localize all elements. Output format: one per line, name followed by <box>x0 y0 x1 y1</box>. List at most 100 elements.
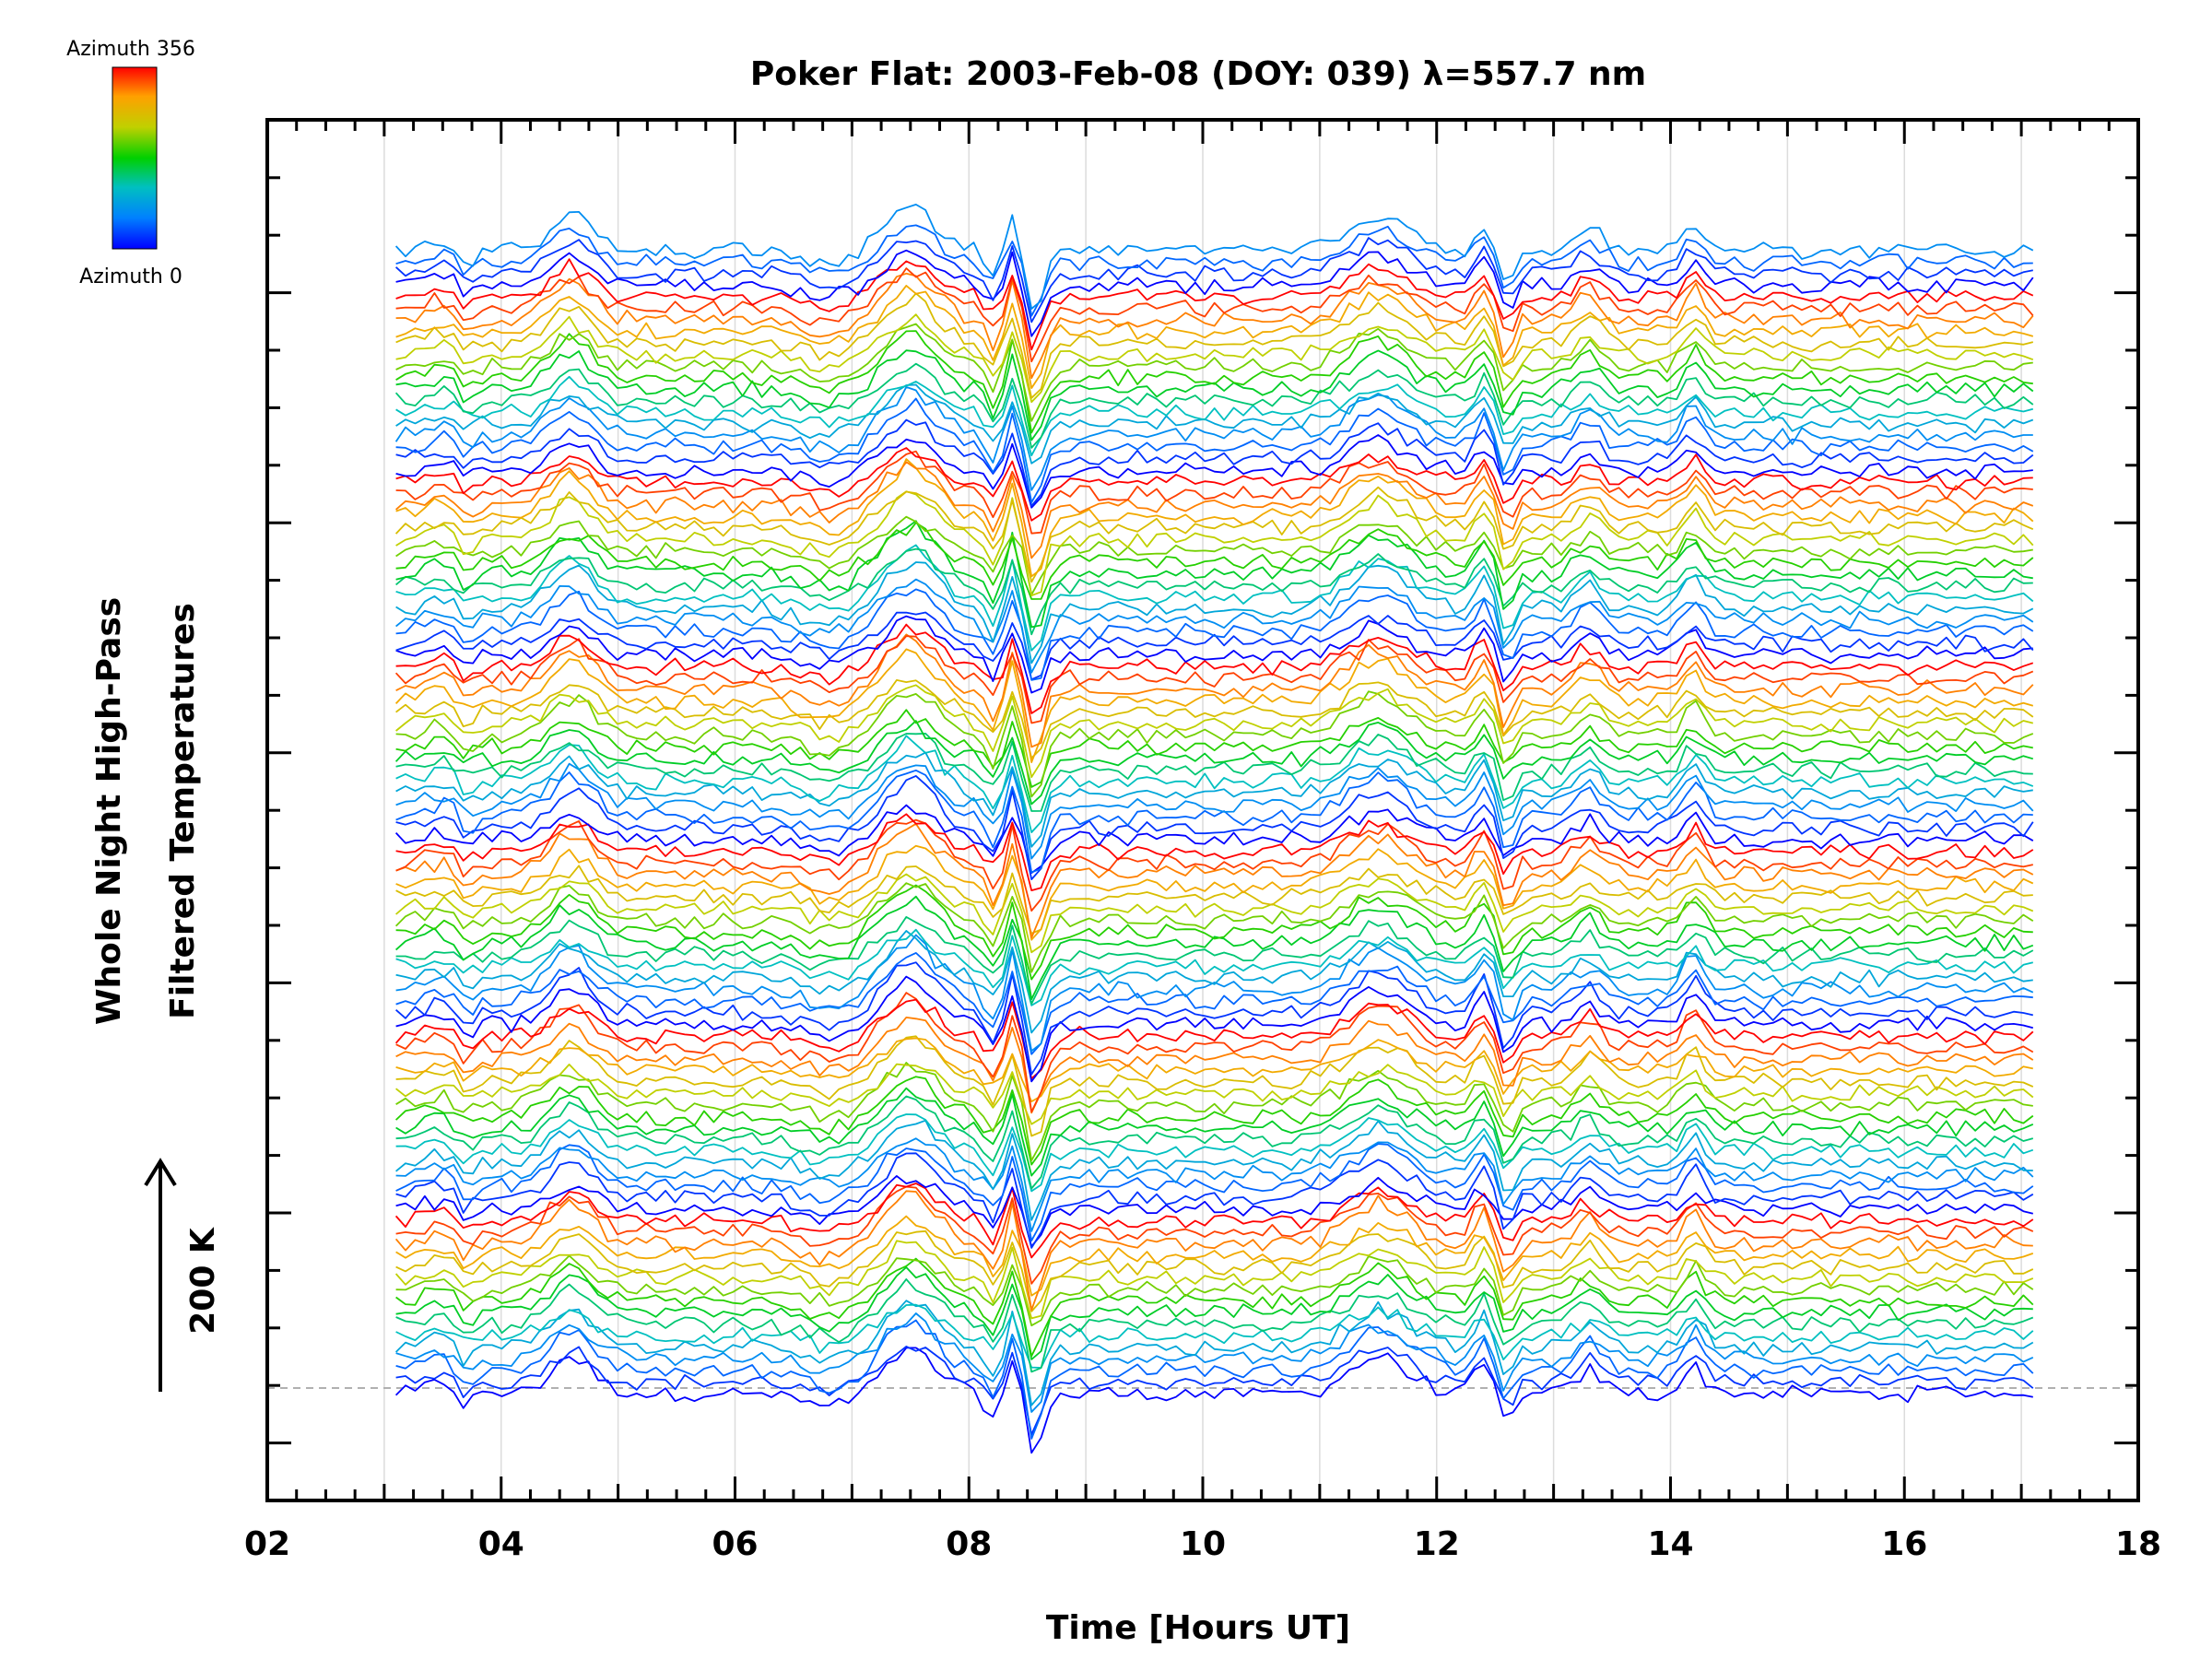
series-line <box>395 1266 2033 1360</box>
series-line <box>394 720 2034 806</box>
series-line <box>395 679 2034 759</box>
series-line <box>395 961 2034 1076</box>
series-line <box>395 578 2034 674</box>
series-line <box>395 561 2034 665</box>
series-line <box>394 1300 2034 1406</box>
series-line <box>394 648 2034 763</box>
series-line <box>395 1087 2034 1177</box>
series-line <box>395 930 2033 1034</box>
series-line <box>394 1347 2033 1454</box>
series-line <box>395 1037 2033 1102</box>
series-line <box>394 1182 2034 1259</box>
chart-title: Poker Flat: 2003-Feb-08 (DOY: 039) λ=557… <box>750 55 1646 93</box>
x-tick-label: 12 <box>1414 1525 1460 1563</box>
series-line <box>395 1137 2034 1232</box>
series-line <box>395 684 2034 779</box>
series-line <box>394 203 2034 310</box>
series-line <box>395 818 2033 912</box>
series-line <box>395 1303 2034 1369</box>
series-line <box>395 733 2033 812</box>
series-line <box>395 267 2034 363</box>
series-line <box>395 1035 2034 1137</box>
series-line <box>395 623 2034 714</box>
series-line <box>395 330 2033 434</box>
colorbar <box>112 66 158 250</box>
series-line <box>395 822 2034 939</box>
series-line <box>395 1230 2034 1312</box>
x-tick-label: 08 <box>946 1525 992 1563</box>
series-line <box>395 1143 2034 1241</box>
series-line <box>395 458 2034 578</box>
series-line <box>394 362 2034 449</box>
y-axis-label-line2: Filtered Temperatures <box>164 603 202 1019</box>
series-line <box>394 998 2034 1080</box>
series-line <box>395 249 2034 337</box>
series-line <box>395 813 2034 891</box>
series-line <box>395 865 2033 935</box>
x-tick-label: 02 <box>244 1525 290 1563</box>
series-line <box>395 611 2034 681</box>
series-line <box>395 1152 2034 1249</box>
series-line <box>394 635 2034 724</box>
series-line <box>395 1175 2034 1248</box>
series-line <box>395 916 2034 1005</box>
series-line <box>395 447 2033 522</box>
series-line <box>395 975 2034 1083</box>
series-line <box>395 992 2034 1113</box>
series-line <box>395 1113 2034 1193</box>
series-line <box>394 1240 2034 1320</box>
series-line <box>395 490 2034 597</box>
series-line <box>394 237 2033 324</box>
series-line <box>395 1319 2034 1440</box>
series-line <box>395 349 2034 441</box>
series-line <box>395 522 2034 600</box>
series-line <box>395 1257 2034 1358</box>
colorbar-top-label: Azimuth 356 <box>66 38 195 61</box>
series-line <box>395 1119 2033 1221</box>
series-line <box>395 735 2034 833</box>
y-axis-label-line1: Whole Night High-Pass <box>90 597 128 1025</box>
series-line <box>395 383 2034 465</box>
series-line <box>395 769 2033 874</box>
series-line <box>395 450 2033 535</box>
series-line <box>395 1017 2034 1114</box>
series-line <box>394 882 2034 973</box>
series-line <box>395 762 2034 860</box>
series-line <box>395 1095 2034 1190</box>
series-line <box>395 1346 2034 1436</box>
series-line <box>395 544 2034 652</box>
series-line <box>395 934 2034 1053</box>
series-line <box>395 690 2034 798</box>
scale-label: 200 K <box>184 1227 222 1335</box>
series-line <box>394 385 2033 491</box>
x-tick-label: 18 <box>2115 1525 2161 1563</box>
x-tick-labels: 02 04 06 08 10 12 14 16 18 <box>244 1525 2161 1563</box>
series-line <box>395 272 2034 380</box>
series-line <box>395 1215 2034 1297</box>
x-tick-label: 16 <box>1881 1525 1927 1563</box>
series-line <box>394 1076 2034 1166</box>
series-line <box>395 844 2034 941</box>
vertical-grid <box>383 120 2022 1500</box>
series-line <box>394 895 2034 1000</box>
series-line <box>395 1254 2034 1327</box>
series-line <box>395 1063 2034 1125</box>
series-line <box>395 709 2033 788</box>
series-line <box>395 258 2034 351</box>
series-line <box>395 292 2034 399</box>
series-line <box>395 633 2034 748</box>
series-line <box>395 284 2034 390</box>
series-line <box>395 884 2033 981</box>
x-tick-label: 10 <box>1180 1525 1226 1563</box>
series-line <box>395 461 2034 559</box>
series-line <box>394 1190 2033 1312</box>
series-line <box>394 486 2034 583</box>
series-line <box>395 418 2034 507</box>
series-line <box>395 775 2034 880</box>
series-line <box>395 1062 2033 1161</box>
x-tick-label: 04 <box>478 1525 524 1563</box>
series-line <box>395 434 2033 509</box>
scale-arrow <box>144 1158 177 1392</box>
series-line <box>395 313 2034 404</box>
